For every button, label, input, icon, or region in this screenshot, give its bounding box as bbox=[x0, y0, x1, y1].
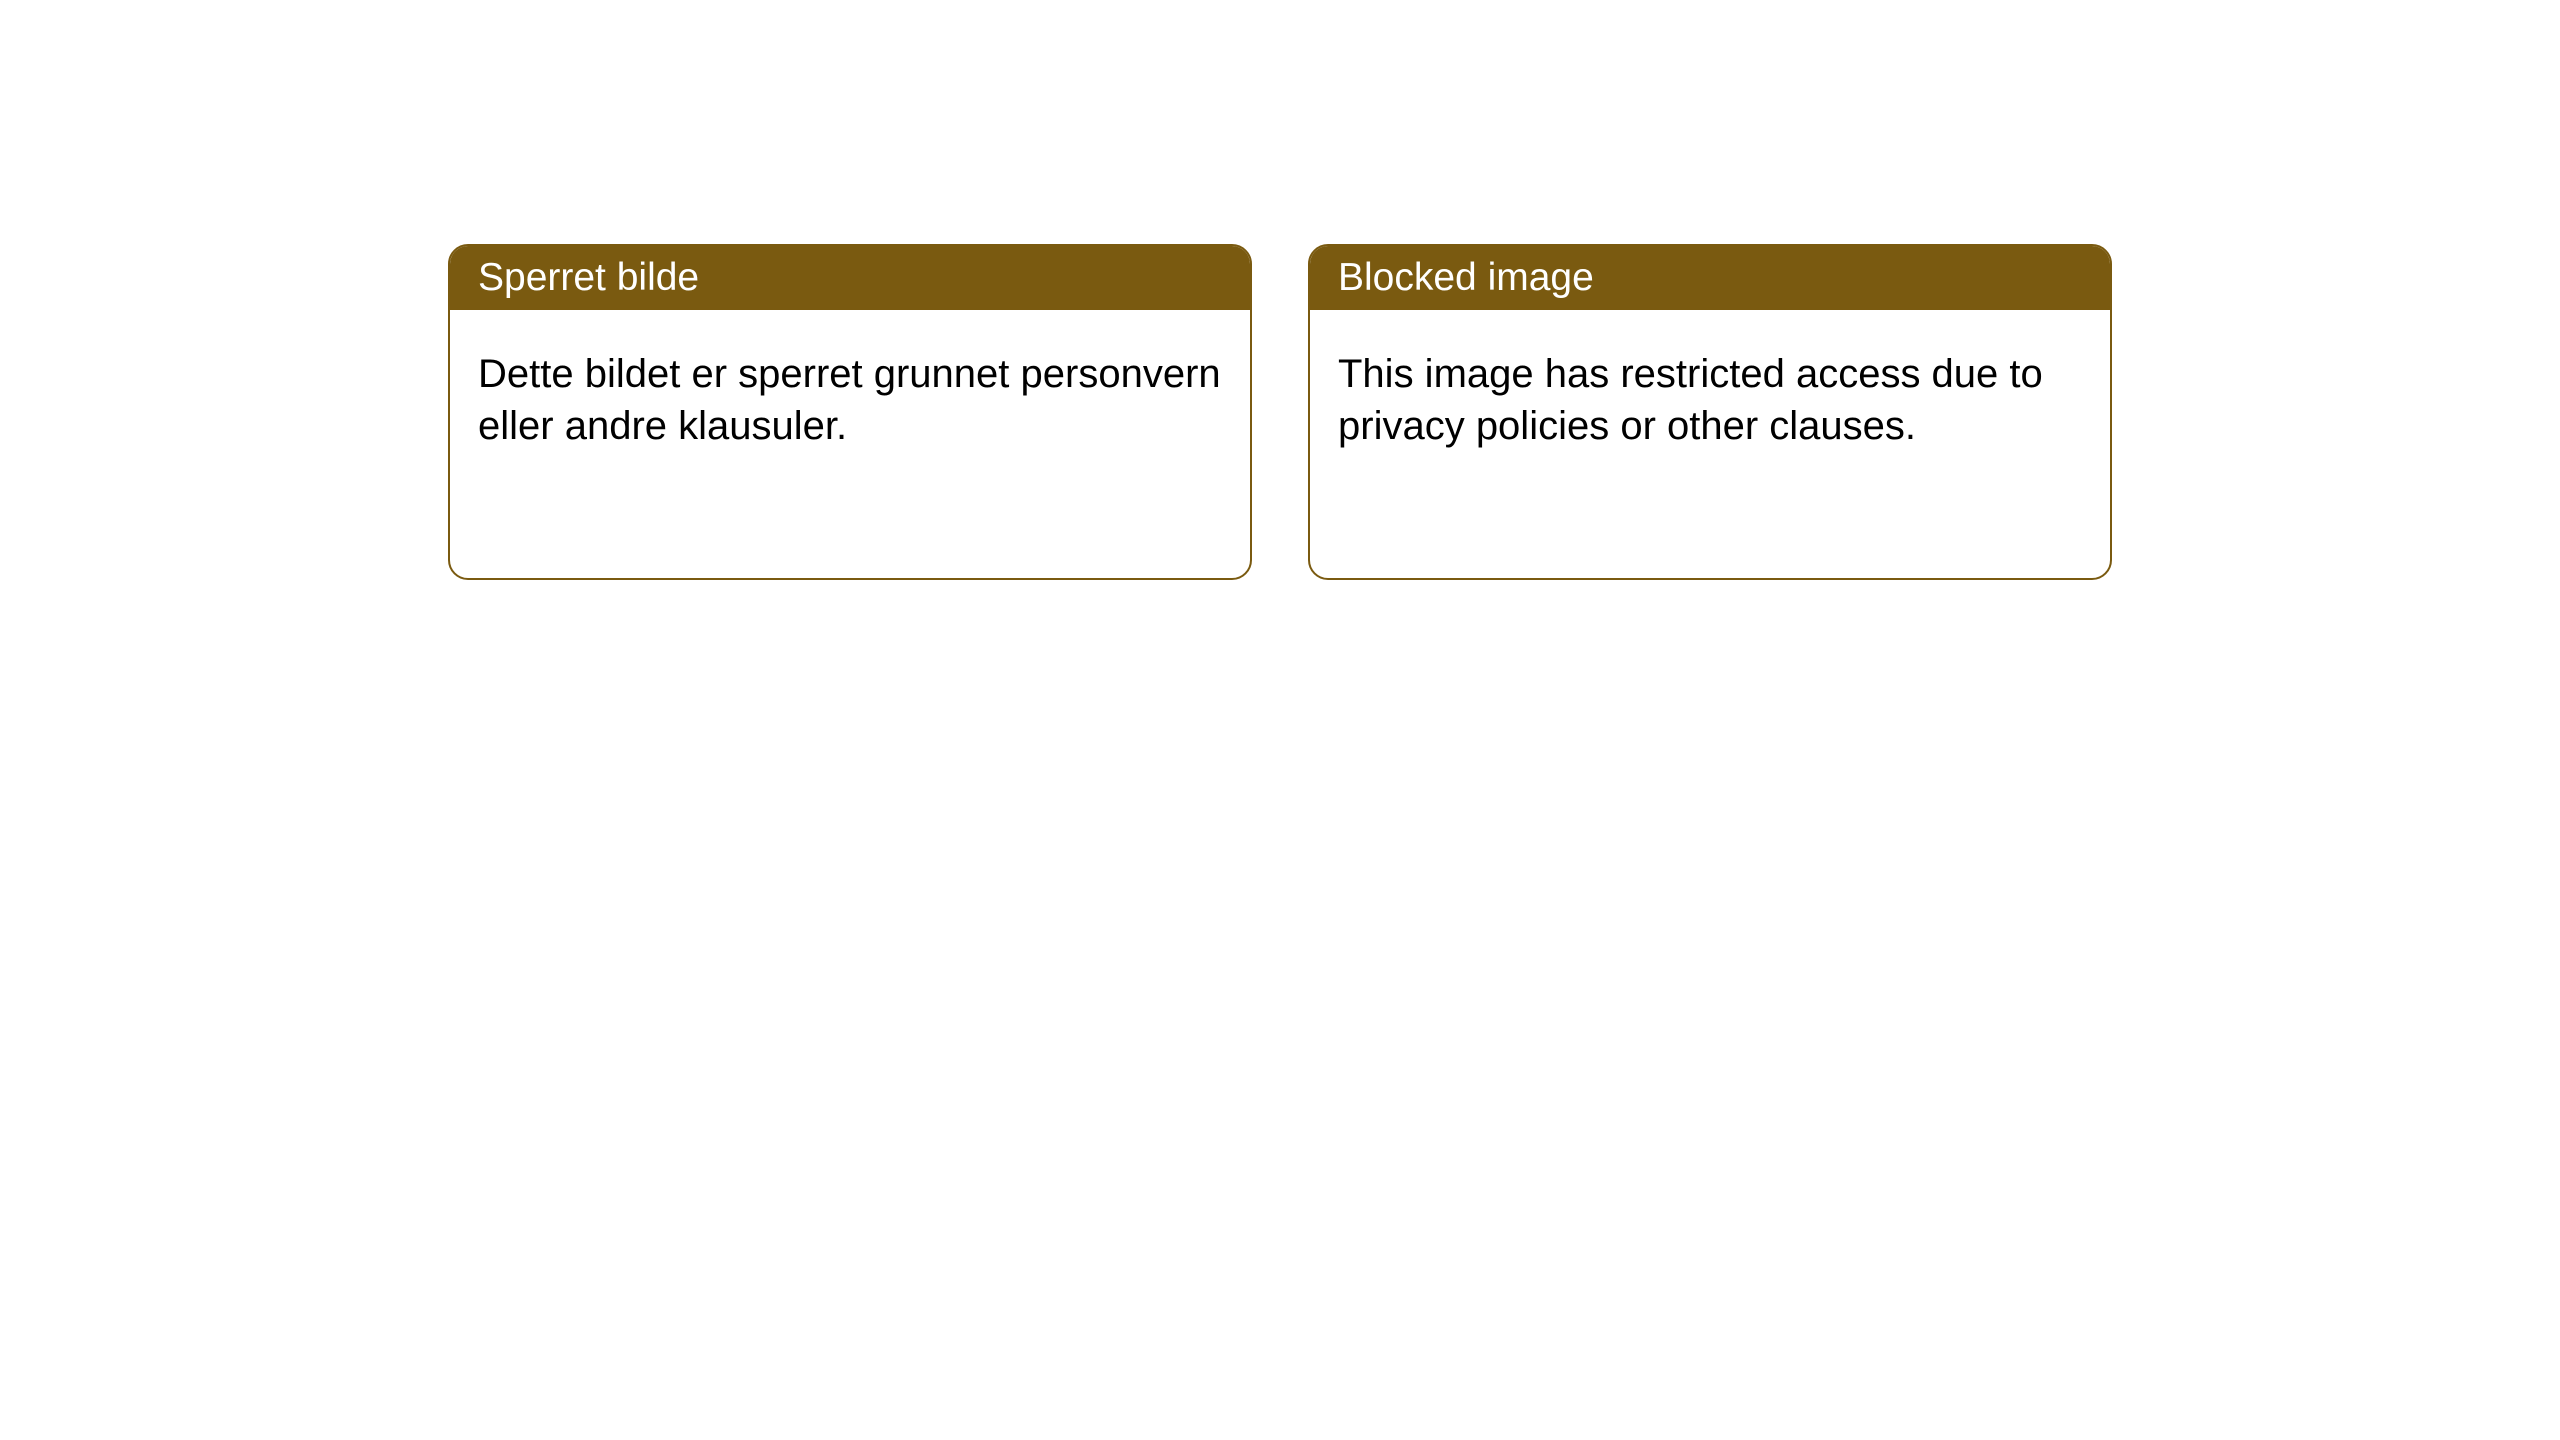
notice-card-norwegian: Sperret bilde Dette bildet er sperret gr… bbox=[448, 244, 1252, 580]
card-body-norwegian: Dette bildet er sperret grunnet personve… bbox=[450, 310, 1250, 490]
card-title-english: Blocked image bbox=[1310, 246, 2110, 310]
card-body-english: This image has restricted access due to … bbox=[1310, 310, 2110, 490]
card-title-norwegian: Sperret bilde bbox=[450, 246, 1250, 310]
notice-card-english: Blocked image This image has restricted … bbox=[1308, 244, 2112, 580]
notice-container: Sperret bilde Dette bildet er sperret gr… bbox=[0, 0, 2560, 580]
